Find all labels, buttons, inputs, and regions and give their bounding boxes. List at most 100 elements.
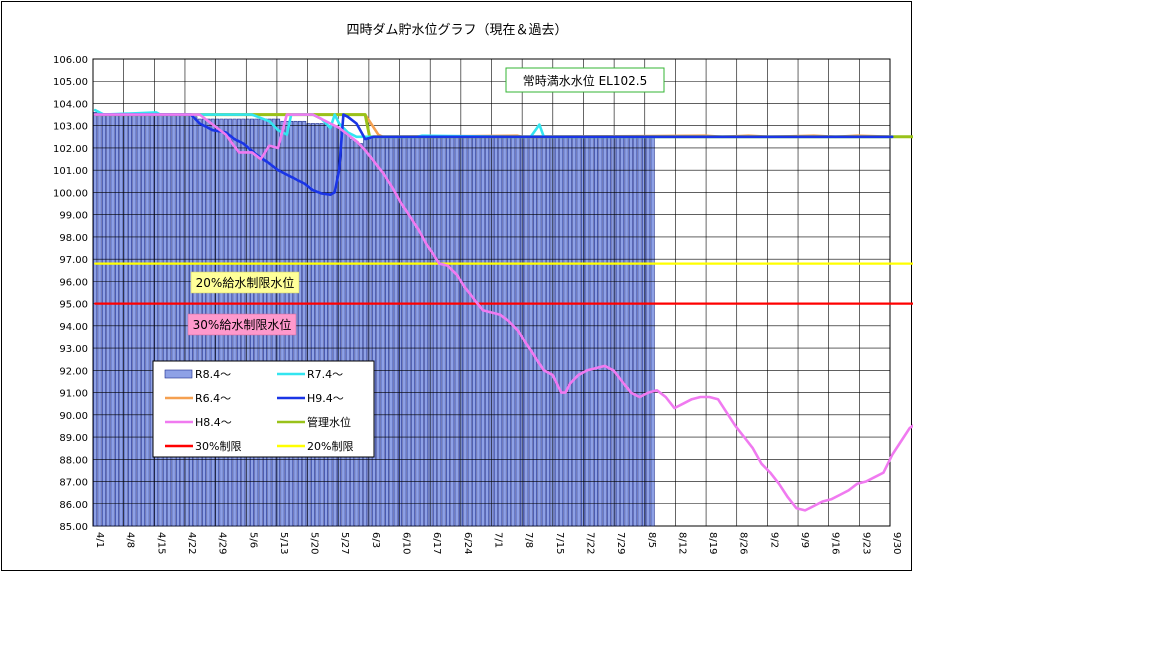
bar-61 xyxy=(358,143,363,527)
x-tick-label: 5/27 xyxy=(339,532,350,554)
chart-frame: 四時ダム貯水位グラフ（現在＆過去） 85.00 86.00 87.00 88.00 89… xyxy=(1,1,913,571)
x-tick-label: 5/6 xyxy=(247,532,258,548)
bar-53 xyxy=(324,123,328,527)
bar-71 xyxy=(402,136,407,527)
bar-87 xyxy=(472,136,477,527)
y-tick-label: 100.00 xyxy=(53,188,88,199)
series-line-R7.4～ xyxy=(93,108,894,139)
x-tick-label: 9/23 xyxy=(860,532,871,554)
bar-106 xyxy=(554,136,559,527)
bar-4 xyxy=(110,114,115,527)
y-tick-label: 96.00 xyxy=(59,277,88,288)
x-tick-label: 8/12 xyxy=(676,532,687,554)
bar-7 xyxy=(123,114,128,527)
bar-85 xyxy=(463,136,468,527)
bar-119 xyxy=(611,136,616,527)
y-tick-label: 105.00 xyxy=(53,77,88,88)
x-tick-label: 6/3 xyxy=(370,532,381,548)
x-tick-label: 7/8 xyxy=(523,532,534,548)
bar-13 xyxy=(149,114,154,527)
bar-60 xyxy=(354,140,359,527)
bar-101 xyxy=(533,136,538,527)
bar-108 xyxy=(563,136,568,527)
bar-10 xyxy=(136,114,141,527)
bar-120 xyxy=(615,136,620,527)
bar-109 xyxy=(567,136,572,527)
bar-107 xyxy=(559,136,564,527)
y-tick-label: 95.00 xyxy=(59,300,88,311)
x-tick-label: 4/29 xyxy=(217,532,228,554)
bar-111 xyxy=(576,136,581,527)
limit30-label: 30%給水制限水位 xyxy=(193,317,292,332)
bar-8 xyxy=(128,114,132,527)
limit20-box xyxy=(190,271,300,294)
bar-79 xyxy=(437,136,442,527)
bar-9 xyxy=(132,114,137,527)
bar-3 xyxy=(106,114,111,527)
bar-103 xyxy=(541,136,546,527)
x-tick-label: 6/17 xyxy=(431,532,442,554)
bar-5 xyxy=(114,114,119,527)
bar-90 xyxy=(485,136,490,527)
legend-label: 20%制限 xyxy=(307,440,353,453)
bar-18 xyxy=(171,114,176,527)
bar-68 xyxy=(389,136,394,527)
bar-89 xyxy=(480,136,485,527)
bar-115 xyxy=(594,136,599,527)
bar-77 xyxy=(428,136,433,527)
bar-83 xyxy=(454,136,459,527)
y-tick-label: 93.00 xyxy=(59,344,88,355)
bar-88 xyxy=(476,136,481,527)
bar-63 xyxy=(367,136,372,527)
bar-19 xyxy=(175,114,180,527)
y-tick-label: 87.00 xyxy=(59,478,88,489)
x-tick-label: 8/26 xyxy=(738,532,749,554)
bar-59 xyxy=(350,138,355,527)
bar-82 xyxy=(450,136,455,527)
bar-6 xyxy=(119,114,124,527)
bar-series xyxy=(93,112,655,527)
bar-72 xyxy=(406,136,411,527)
x-tick-label: 4/8 xyxy=(125,532,136,548)
bar-65 xyxy=(376,136,381,527)
bar-75 xyxy=(419,136,424,527)
legend-label: R7.4～ xyxy=(307,368,343,381)
bar-121 xyxy=(620,136,625,527)
limit30-annotation: 30%給水制限水位 xyxy=(187,313,297,336)
bar-127 xyxy=(646,136,651,527)
bar-56 xyxy=(337,127,342,527)
bar-96 xyxy=(511,136,516,527)
bar-86 xyxy=(467,136,472,527)
y-axis: 85.00 86.00 87.00 88.00 89.00 90.00 91.00 92.00… xyxy=(53,55,88,533)
y-tick-label: 101.00 xyxy=(53,166,88,177)
legend-label: R8.4～ xyxy=(195,368,231,381)
bar-123 xyxy=(628,136,633,527)
y-tick-label: 103.00 xyxy=(53,122,88,133)
full-level-box xyxy=(505,67,665,93)
chart-title: 四時ダム貯水位グラフ（現在＆過去） xyxy=(346,23,567,38)
bar-52 xyxy=(319,123,324,527)
bar-70 xyxy=(398,136,403,527)
x-tick-label: 5/20 xyxy=(309,532,320,554)
bar-15 xyxy=(158,114,163,527)
bar-118 xyxy=(607,136,612,527)
bar-14 xyxy=(154,114,159,527)
legend-swatch-R8.4～ xyxy=(164,369,193,379)
x-tick-label: 7/22 xyxy=(584,532,595,554)
legend-label: H9.4～ xyxy=(307,392,344,405)
y-tick-label: 102.00 xyxy=(53,144,88,155)
legend: R8.4～ R7.4～ R6.4～ H9.4～ H8.4～ 管理水位 30%制限 20%制限 xyxy=(152,360,375,458)
bar-112 xyxy=(580,136,585,527)
bar-51 xyxy=(315,123,320,527)
bar-20 xyxy=(180,114,185,527)
x-tick-label: 9/2 xyxy=(768,532,779,548)
x-tick-label: 4/22 xyxy=(186,532,197,554)
bar-104 xyxy=(546,136,551,527)
bar-92 xyxy=(493,136,498,527)
bar-94 xyxy=(502,136,507,527)
legend-label: H8.4～ xyxy=(195,416,232,429)
x-tick-label: 8/19 xyxy=(707,532,718,554)
x-tick-label: 6/24 xyxy=(462,532,473,554)
bar-11 xyxy=(141,114,146,527)
x-tick-label: 4/15 xyxy=(155,532,166,554)
